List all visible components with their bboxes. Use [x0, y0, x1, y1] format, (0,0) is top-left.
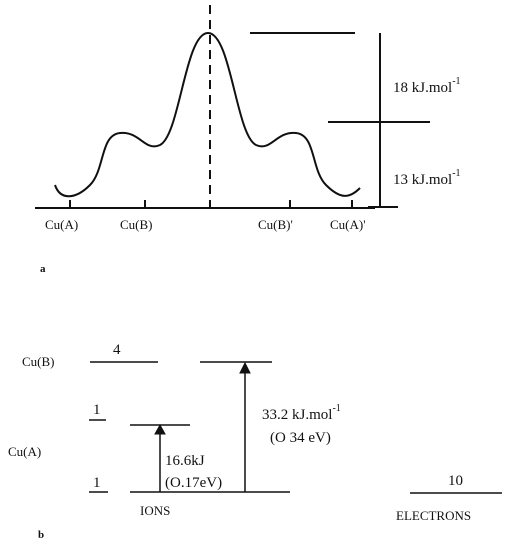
- arrow-head: [239, 361, 251, 374]
- level-count: 1: [93, 402, 101, 418]
- gap-label: (O 34 eV): [270, 430, 331, 446]
- electrons-label: ELECTRONS: [396, 508, 471, 523]
- ions-label: IONS: [140, 503, 170, 518]
- barrier-text: 13 kJ.mol: [393, 172, 452, 188]
- level-count: 4: [113, 342, 121, 358]
- level-count: 10: [448, 473, 463, 489]
- gap-label: 33.2 kJ.mol-1: [262, 403, 341, 423]
- barrier-text: 18 kJ.mol: [393, 80, 452, 96]
- gap-label: (O.17eV): [165, 475, 222, 491]
- barrier-sup: -1: [452, 76, 460, 87]
- site-label: Cu(A): [8, 444, 41, 459]
- level-count: 1: [93, 475, 101, 491]
- site-label: Cu(A): [45, 217, 78, 232]
- panel-b: Cu(B) 4 1 Cu(A) 1 16.6kJ (O.17eV) 33.2 k…: [8, 342, 502, 541]
- barrier-label: 18 kJ.mol-1: [393, 76, 461, 96]
- arrow-head: [154, 423, 166, 435]
- panel-a: Cu(A) Cu(B) Cu(B)' Cu(A)' a 18 kJ.mol-1 …: [35, 5, 461, 275]
- site-label: Cu(A)': [330, 217, 366, 232]
- panel-label: b: [38, 529, 44, 541]
- gap-text: 33.2 kJ.mol: [262, 407, 332, 423]
- gap-sup: -1: [332, 403, 340, 414]
- gap-label: 16.6kJ: [165, 453, 205, 469]
- energy-curve: [54, 31, 361, 198]
- panel-label: a: [40, 263, 46, 275]
- site-label: Cu(B): [120, 217, 153, 232]
- barrier-label: 13 kJ.mol-1: [393, 168, 461, 188]
- site-label: Cu(B): [22, 354, 55, 369]
- site-label: Cu(B)': [258, 217, 293, 232]
- barrier-sup: -1: [452, 168, 460, 179]
